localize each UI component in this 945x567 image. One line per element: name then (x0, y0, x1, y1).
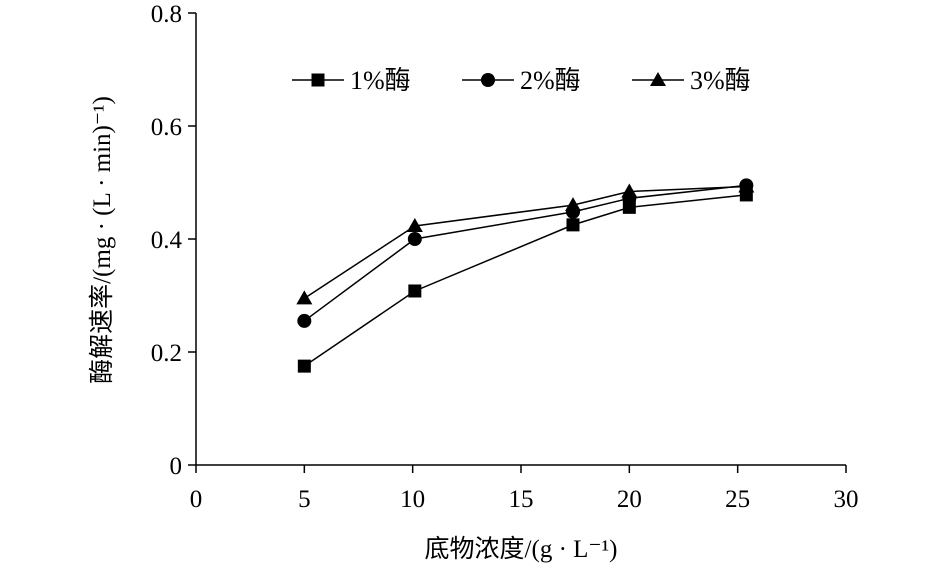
plot-area (296, 178, 755, 373)
data-point (408, 284, 422, 298)
x-tick-label: 10 (400, 486, 425, 513)
y-tick-label: 0.4 (151, 227, 183, 254)
data-point (566, 218, 580, 232)
x-tick-label: 15 (509, 486, 534, 513)
legend-label: 3%酶 (690, 66, 751, 95)
y-tick-label: 0.2 (151, 340, 182, 367)
x-tick-label: 25 (725, 486, 750, 513)
legend-item: 2%酶 (462, 66, 581, 95)
data-point (738, 178, 755, 193)
legend-label: 1%酶 (350, 66, 411, 95)
series-line (303, 185, 747, 299)
y-tick-label: 0.6 (151, 114, 182, 141)
series-line (303, 184, 747, 322)
data-point (296, 290, 313, 305)
y-axis-label: 酶解速率/(mg · (L · min)⁻¹) (88, 96, 116, 384)
data-point (565, 197, 581, 212)
x-tick-label: 0 (190, 486, 203, 513)
legend-marker (650, 72, 666, 86)
y-tick-label: 0.8 (151, 1, 182, 28)
axes: 0 5 10 15 20 25 30 0 0.2 0.4 0.6 0.8 (151, 1, 859, 513)
y-tick-label: 0 (170, 453, 183, 480)
legend: 1%酶 2%酶 3%酶 (292, 66, 751, 95)
legend-item: 1%酶 (292, 66, 411, 95)
data-point (621, 183, 638, 198)
legend-marker (311, 73, 325, 87)
data-point (406, 218, 423, 233)
legend-marker (481, 73, 495, 87)
legend-label: 2%酶 (520, 66, 581, 95)
series-3 (296, 178, 755, 305)
series-1 (297, 188, 753, 373)
data-point (297, 313, 312, 328)
x-axis-label: 底物浓度/(g · L⁻¹) (425, 535, 618, 563)
data-point (297, 359, 311, 373)
data-point (407, 232, 422, 246)
legend-item: 3%酶 (632, 66, 751, 95)
x-tick-label: 20 (617, 486, 642, 513)
x-tick-label: 30 (834, 486, 859, 513)
x-tick-label: 5 (298, 486, 311, 513)
